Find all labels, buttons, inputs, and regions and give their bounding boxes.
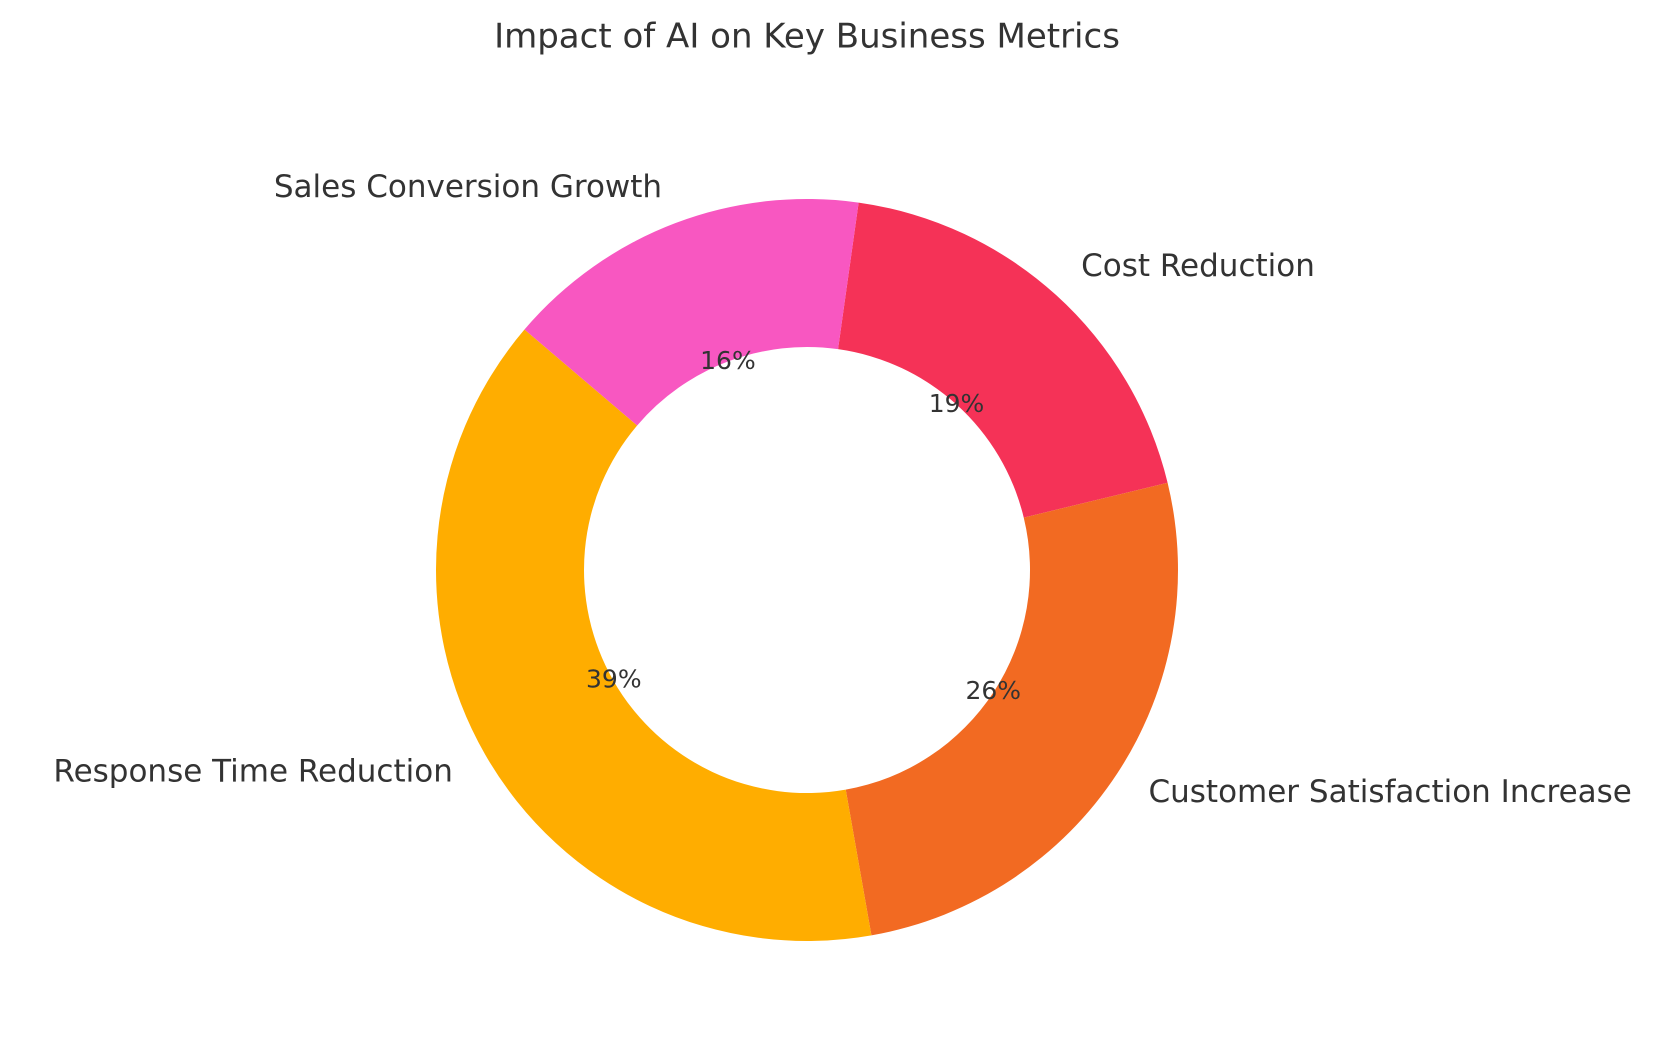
chart-title: Impact of AI on Key Business Metrics bbox=[494, 17, 1120, 57]
slice-label: Response Time Reduction bbox=[53, 753, 452, 789]
percent-label: 26% bbox=[965, 676, 1021, 705]
donut-slice bbox=[436, 329, 872, 941]
donut-slice bbox=[838, 202, 1168, 518]
donut-slice bbox=[524, 199, 859, 426]
slice-label: Cost Reduction bbox=[1081, 248, 1315, 284]
percent-label: 39% bbox=[586, 665, 642, 694]
slice-label: Sales Conversion Growth bbox=[274, 169, 662, 205]
percent-label: 16% bbox=[700, 346, 756, 375]
donut-slice bbox=[845, 482, 1178, 936]
slice-label: Customer Satisfaction Increase bbox=[1148, 774, 1631, 810]
percent-label: 19% bbox=[929, 389, 985, 418]
